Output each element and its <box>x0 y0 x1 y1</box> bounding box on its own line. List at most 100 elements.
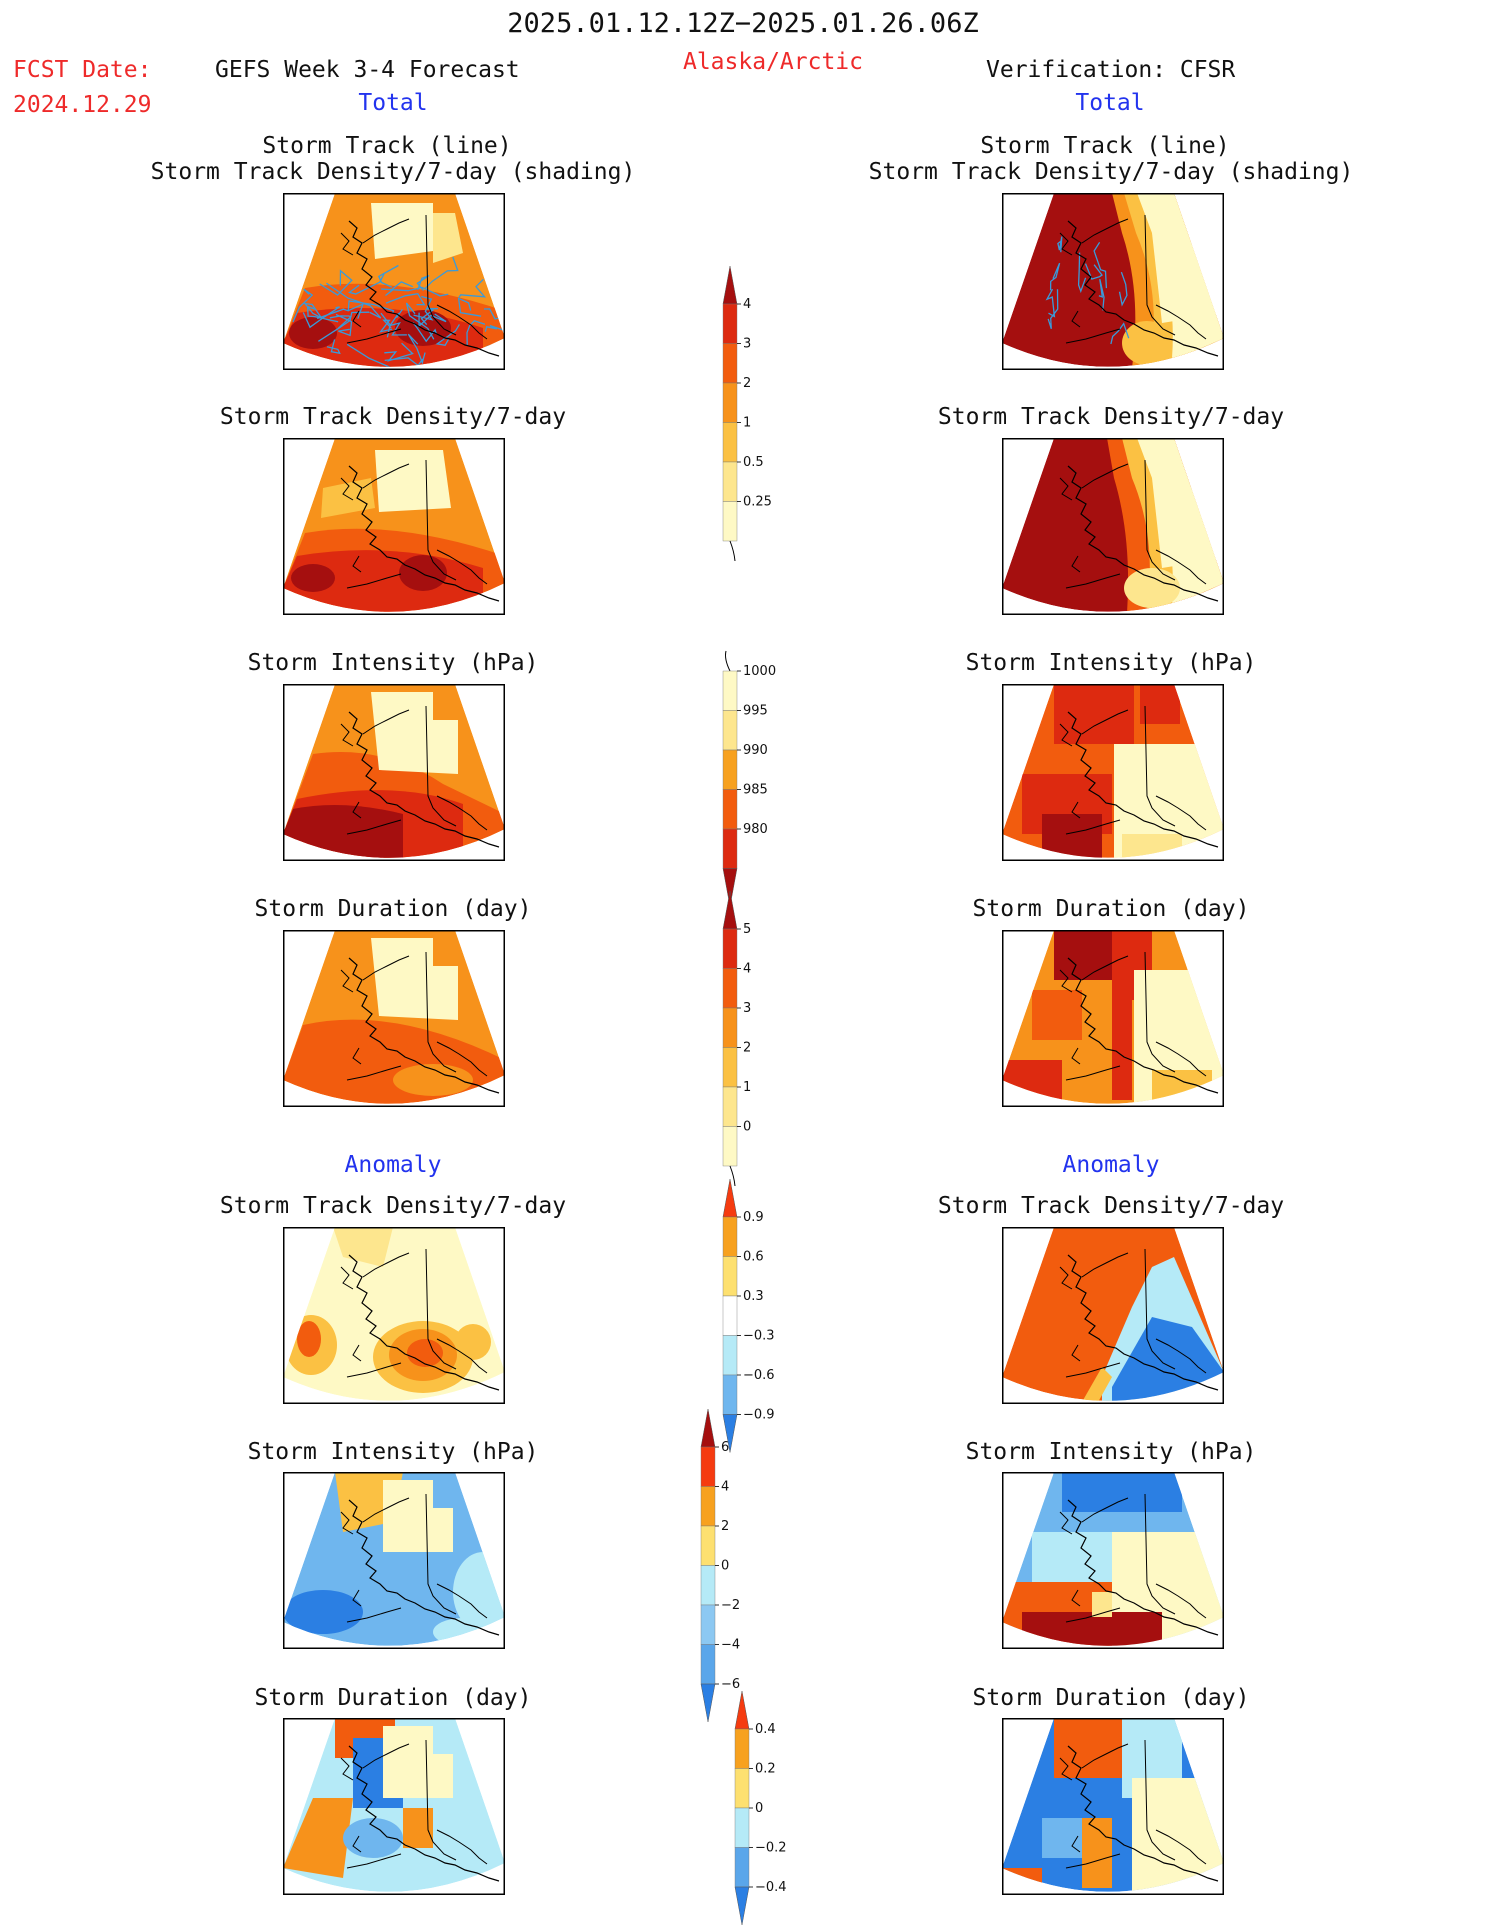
shaded-region <box>1002 1060 1062 1104</box>
storm-track-line <box>1049 262 1061 291</box>
shaded-region <box>343 1818 403 1858</box>
map-density-anom-forecast <box>283 1227 505 1404</box>
colorbar-tick-label: 3 <box>743 1001 751 1016</box>
colorbar-segment <box>722 343 738 384</box>
colorbar-segment <box>722 789 738 830</box>
shaded-region <box>371 938 458 1020</box>
colorbar-intensity-anom: 6 4 2 0 −2 −4 −6 <box>700 1408 770 1727</box>
colorbar-tick-label: −0.4 <box>755 1880 787 1895</box>
storm-track-line <box>319 269 353 296</box>
total-label-left: Total <box>358 90 428 116</box>
colorbar-segment <box>734 1768 750 1809</box>
shaded-region <box>433 213 463 263</box>
shaded-region <box>383 1480 453 1552</box>
coastline <box>1059 1497 1207 1623</box>
colorbar-arrow-bottom <box>734 1886 750 1926</box>
map-frame <box>1002 438 1224 615</box>
title-duration-anom-left: Storm Duration (day) <box>254 1685 532 1711</box>
coastline <box>1144 1493 1176 1615</box>
shaded-region <box>1032 990 1082 1040</box>
coastline <box>1144 1739 1176 1861</box>
storm-track-line <box>1077 252 1087 294</box>
map-frame <box>283 1718 505 1895</box>
verification-title: Verification: CFSR <box>986 57 1236 83</box>
colorbar-segment <box>734 1728 750 1769</box>
storm-track-line <box>346 343 424 367</box>
colorbar-density-total: 4 3 2 1 0.5 0.25 <box>722 265 792 566</box>
colorbar-segment <box>722 749 738 790</box>
coastline <box>348 465 500 602</box>
colorbar-segment <box>722 828 738 869</box>
shaded-region <box>283 805 403 858</box>
coastline <box>348 711 500 848</box>
coastline <box>1067 1499 1219 1636</box>
shaded-region <box>1032 1532 1112 1582</box>
shaded-region <box>1124 568 1180 608</box>
storm-track-line <box>306 305 339 323</box>
shaded-region <box>297 1321 321 1357</box>
coastline <box>425 705 457 827</box>
map-frame <box>283 930 505 1107</box>
coastline <box>425 1739 457 1861</box>
colorbar-tick-label: 0.2 <box>755 1762 776 1777</box>
storm-track-line <box>326 339 341 355</box>
title-intensity-anom-right: Storm Intensity (hPa) <box>965 1439 1257 1465</box>
colorbar-duration-anom: 0.4 0.2 0 −0.2 −0.4 <box>734 1690 804 1930</box>
storm-track-line <box>1093 241 1108 289</box>
colorbar-tick-label: 5 <box>743 922 751 937</box>
coastline <box>1144 214 1176 336</box>
map-intensity-anom-forecast <box>283 1472 505 1649</box>
colorbar-arrow-bottom <box>722 868 738 907</box>
title-track-line-right: Storm Track (line) <box>980 133 1230 159</box>
colorbar-tick-label: 2 <box>743 376 751 391</box>
storm-track-line <box>381 286 449 297</box>
shaded-region <box>1062 1472 1182 1512</box>
colorbar-tick-label: 4 <box>743 297 751 312</box>
colorbar-segment <box>700 1525 716 1566</box>
map-frame <box>1002 1472 1224 1649</box>
storm-track-line <box>458 278 487 298</box>
map-track-verification <box>1002 193 1224 370</box>
forecast-title: GEFS Week 3-4 Forecast <box>215 57 520 83</box>
colorbar-tick-label: 6 <box>721 1440 729 1455</box>
shaded-region <box>1092 1592 1112 1617</box>
map-density-verification <box>1002 438 1224 615</box>
colorbar-tail-top <box>725 650 731 672</box>
shaded-region <box>395 310 451 346</box>
colorbar-segment <box>722 1126 738 1167</box>
colorbar-segment <box>722 1335 738 1376</box>
coastline <box>1067 465 1219 602</box>
shaded-region <box>403 1808 433 1848</box>
colorbar-segment <box>722 1007 738 1048</box>
colorbar-density-anom: 0.9 0.6 0.3 −0.3 −0.6 −0.9 <box>722 1178 792 1458</box>
title-density-anom-left: Storm Track Density/7-day <box>219 1193 567 1219</box>
storm-track-line <box>1047 289 1059 329</box>
title-density-right: Storm Track Density/7-day <box>937 404 1285 430</box>
colorbar-segment <box>722 1295 738 1336</box>
shaded-region <box>1054 930 1114 980</box>
colorbar-segment <box>700 1446 716 1487</box>
map-density-anom-verification <box>1002 1227 1224 1404</box>
colorbar-tick-label: −0.2 <box>755 1841 787 1856</box>
shaded-region <box>383 1726 453 1798</box>
colorbar-tick-label: 0 <box>743 1120 751 1135</box>
shaded-region <box>291 564 335 592</box>
coastline <box>1059 709 1207 835</box>
storm-track-line <box>1098 278 1105 311</box>
colorbar-arrow-top <box>734 1690 750 1730</box>
colorbar-tick-label: −0.9 <box>743 1408 775 1423</box>
storm-track-line <box>377 264 399 288</box>
colorbar-segment <box>722 303 738 344</box>
coastline <box>340 218 488 344</box>
colorbar-segment <box>722 670 738 711</box>
storm-track-line <box>416 274 430 291</box>
colorbar-tick-label: 3 <box>743 337 751 352</box>
map-duration-forecast <box>283 930 505 1107</box>
coastline <box>425 1493 457 1615</box>
shaded-region <box>1122 321 1172 365</box>
shaded-region <box>1122 834 1182 858</box>
map-duration-verification <box>1002 930 1224 1107</box>
storm-track-line <box>385 281 414 297</box>
anomaly-label-right: Anomaly <box>1062 1152 1160 1178</box>
map-frame <box>283 1227 505 1404</box>
